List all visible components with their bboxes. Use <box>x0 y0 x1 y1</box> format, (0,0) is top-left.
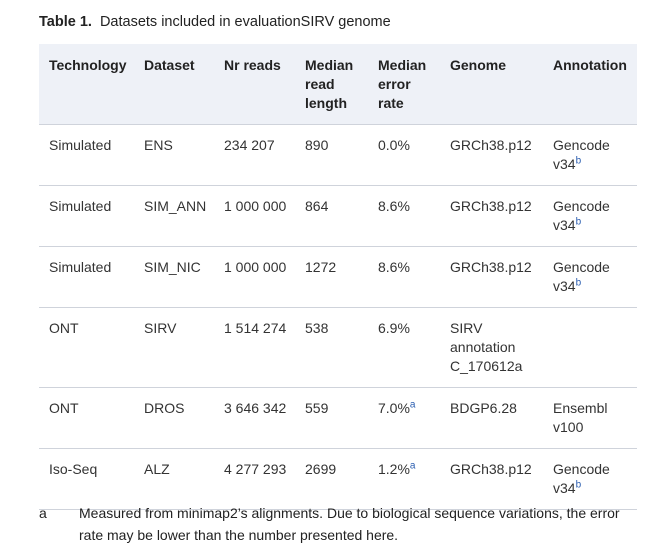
header-annotation: Annotation <box>553 57 627 73</box>
annotation-footnote-ref[interactable]: b <box>575 277 582 289</box>
cell-median-error-rate: 0.0% <box>368 124 440 186</box>
error-rate-value: 8.6% <box>378 259 410 275</box>
cell-nr-reads: 234 207 <box>214 124 295 186</box>
table-row: ONT SIRV 1 514 274 538 6.9% SIRV annotat… <box>39 307 637 388</box>
cell-nr-reads: 4 277 293 <box>214 448 295 510</box>
cell-dataset: DROS <box>134 387 214 449</box>
cell-technology: Simulated <box>39 124 134 186</box>
annotation-value: Gencode v34 <box>553 259 610 294</box>
error-rate-footnote-ref[interactable]: a <box>409 460 416 472</box>
annotation-value: Ensembl v100 <box>553 400 608 435</box>
cell-technology: ONT <box>39 387 134 449</box>
cell-dataset: ENS <box>134 124 214 186</box>
cell-genome: SIRV annotation C_170612a <box>440 307 543 388</box>
table-header-row: Technology Dataset Nr reads Median read … <box>39 44 637 125</box>
cell-genome: GRCh38.p12 <box>440 185 543 247</box>
header-median-read-length: Median read length <box>305 57 354 111</box>
cell-annotation: Gencode v34b <box>543 246 637 308</box>
cell-dataset: ALZ <box>134 448 214 510</box>
error-rate-value: 7.0% <box>378 400 410 416</box>
table-caption-text: Datasets included in evaluationSIRV geno… <box>99 14 391 30</box>
table-caption-label: Table 1. <box>39 14 92 30</box>
annotation-footnote-ref[interactable]: b <box>575 479 582 491</box>
header-dataset: Dataset <box>144 57 195 73</box>
header-genome: Genome <box>450 57 507 73</box>
cell-technology: Simulated <box>39 246 134 308</box>
cell-median-read-length: 864 <box>295 185 368 247</box>
cell-median-error-rate: 1.2%a <box>368 448 440 510</box>
header-nr-reads: Nr reads <box>224 57 281 73</box>
cell-nr-reads: 1 000 000 <box>214 185 295 247</box>
annotation-value: Gencode v34 <box>553 461 610 496</box>
cell-dataset: SIM_ANN <box>134 185 214 247</box>
cell-annotation: Ensembl v100 <box>543 387 637 449</box>
annotation-footnote-ref[interactable]: b <box>575 216 582 228</box>
cell-median-error-rate: 8.6% <box>368 185 440 247</box>
header-median-error-rate: Median error rate <box>378 57 427 111</box>
cell-genome: GRCh38.p12 <box>440 448 543 510</box>
cell-annotation: Gencode v34b <box>543 124 637 186</box>
table-footnote: a Measured from minimap2’s alignments. D… <box>39 502 639 546</box>
cell-median-read-length: 890 <box>295 124 368 186</box>
header-technology: Technology <box>49 57 127 73</box>
table-row: ONT DROS 3 646 342 559 7.0%a BDGP6.28 En… <box>39 387 637 449</box>
error-rate-value: 0.0% <box>378 137 410 153</box>
cell-technology: Iso-Seq <box>39 448 134 510</box>
cell-annotation: Gencode v34b <box>543 448 637 510</box>
cell-median-read-length: 2699 <box>295 448 368 510</box>
cell-annotation: Gencode v34b <box>543 185 637 247</box>
footnote-text: Measured from minimap2’s alignments. Due… <box>79 505 620 543</box>
datasets-table: Technology Dataset Nr reads Median read … <box>39 44 637 510</box>
cell-technology: ONT <box>39 307 134 388</box>
cell-nr-reads: 3 646 342 <box>214 387 295 449</box>
annotation-footnote-ref[interactable]: b <box>575 155 582 167</box>
cell-median-error-rate: 6.9% <box>368 307 440 388</box>
cell-technology: Simulated <box>39 185 134 247</box>
cell-annotation <box>543 307 637 388</box>
cell-median-read-length: 538 <box>295 307 368 388</box>
cell-genome: BDGP6.28 <box>440 387 543 449</box>
table-row: Simulated SIM_ANN 1 000 000 864 8.6% GRC… <box>39 185 637 247</box>
table-caption: Table 1. Datasets included in evaluation… <box>39 14 391 30</box>
table-body: Simulated ENS 234 207 890 0.0% GRCh38.p1… <box>39 124 637 510</box>
table-row: Simulated SIM_NIC 1 000 000 1272 8.6% GR… <box>39 246 637 308</box>
error-rate-footnote-ref[interactable]: a <box>409 399 416 411</box>
error-rate-value: 1.2% <box>378 461 410 477</box>
footnote-mark: a <box>39 505 47 521</box>
cell-nr-reads: 1 514 274 <box>214 307 295 388</box>
cell-dataset: SIM_NIC <box>134 246 214 308</box>
table-row: Simulated ENS 234 207 890 0.0% GRCh38.p1… <box>39 124 637 186</box>
cell-median-error-rate: 7.0%a <box>368 387 440 449</box>
cell-median-read-length: 1272 <box>295 246 368 308</box>
cell-genome: GRCh38.p12 <box>440 124 543 186</box>
cell-median-read-length: 559 <box>295 387 368 449</box>
cell-genome: GRCh38.p12 <box>440 246 543 308</box>
error-rate-value: 8.6% <box>378 198 410 214</box>
annotation-value: Gencode v34 <box>553 137 610 172</box>
cell-median-error-rate: 8.6% <box>368 246 440 308</box>
annotation-value: Gencode v34 <box>553 198 610 233</box>
table-header: Technology Dataset Nr reads Median read … <box>39 44 637 125</box>
cell-nr-reads: 1 000 000 <box>214 246 295 308</box>
cell-dataset: SIRV <box>134 307 214 388</box>
error-rate-value: 6.9% <box>378 320 410 336</box>
table-row: Iso-Seq ALZ 4 277 293 2699 1.2%a GRCh38.… <box>39 448 637 510</box>
datasets-table-container: Technology Dataset Nr reads Median read … <box>39 44 637 510</box>
